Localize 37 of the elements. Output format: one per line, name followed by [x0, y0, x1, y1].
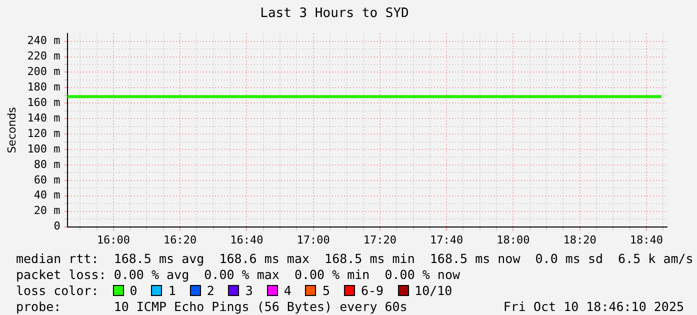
text: median rtt: 168.5 ms avg 168.6 ms max 168.5 ms min 168.5 ms now 0.0 ms sd 6.5 k am/s — [16, 251, 694, 266]
text: 5 — [322, 283, 330, 298]
text: 0 — [130, 283, 138, 298]
chart-title: Last 3 Hours to SYD — [260, 6, 410, 22]
x-tick-label: 16:00 — [96, 233, 130, 246]
x-tick-label: 17:40 — [430, 233, 464, 246]
x-tick-label: 16:40 — [230, 233, 264, 246]
text: loss color: — [16, 283, 99, 298]
y-tick-label: 200 m — [27, 65, 61, 78]
x-tick-label: 18:40 — [630, 233, 664, 246]
y-tick-label: 100 m — [27, 142, 61, 156]
y-tick-label: 240 m — [27, 34, 61, 48]
y-tick-label: 40 m — [34, 188, 61, 202]
text: probe: 10 ICMP Echo Pings (56 Bytes) every 60s — [16, 299, 408, 314]
y-tick-label: 0 — [54, 220, 60, 233]
x-tick-label: 18:00 — [496, 233, 530, 246]
y-axis-title: Seconds — [5, 106, 18, 154]
text: 6-9 — [360, 283, 384, 298]
text: 2 — [206, 283, 214, 298]
text: 3 — [245, 283, 253, 298]
text: 10/10 — [414, 283, 452, 298]
y-tick-label: 80 m — [34, 158, 61, 171]
text: 1 — [168, 283, 176, 298]
y-tick-label: 120 m — [27, 126, 61, 140]
y-tick-label: 60 m — [34, 173, 61, 186]
x-tick-label: 18:20 — [563, 233, 596, 246]
y-tick-label: 20 m — [34, 204, 61, 218]
x-tick-label: 17:20 — [363, 233, 396, 246]
y-tick-label: 160 m — [27, 96, 61, 110]
text: packet loss: 0.00 % avg 0.00 % max 0.00 % min 0.00 % now — [16, 267, 460, 282]
text: 4 — [284, 283, 292, 298]
y-tick-label: 140 m — [27, 111, 61, 124]
x-tick-label: 17:00 — [296, 233, 330, 246]
y-tick-label: 180 m — [27, 80, 61, 94]
y-tick-label: 220 m — [27, 50, 61, 63]
x-tick-label: 16:20 — [163, 233, 197, 246]
text: Fri Oct 10 18:46:10 2025 — [503, 299, 684, 315]
